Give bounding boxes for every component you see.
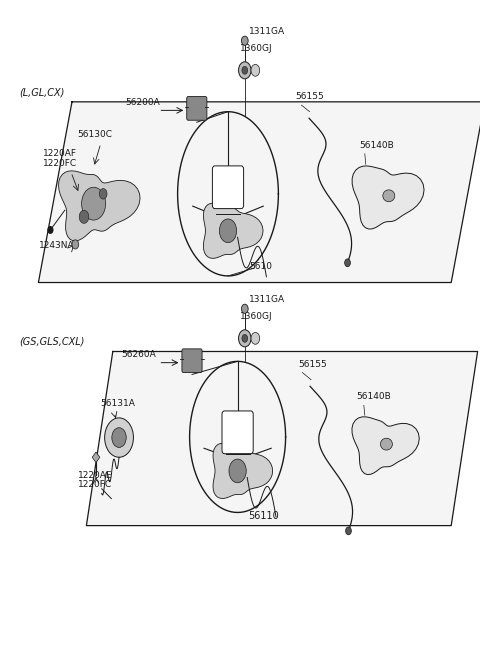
Circle shape [105,418,133,457]
Polygon shape [204,203,263,258]
FancyBboxPatch shape [187,97,207,120]
Circle shape [99,189,107,199]
FancyBboxPatch shape [222,411,253,454]
Text: 56110: 56110 [249,511,279,521]
Text: 56155: 56155 [299,359,327,369]
Circle shape [241,304,248,313]
Circle shape [229,459,246,483]
Circle shape [346,527,351,535]
Circle shape [239,330,251,347]
Polygon shape [38,102,480,283]
Circle shape [242,66,248,74]
Circle shape [219,219,237,242]
Circle shape [251,64,260,76]
Text: 56131A: 56131A [100,399,135,408]
FancyBboxPatch shape [182,349,202,373]
Text: 1360GJ: 1360GJ [240,311,273,321]
Text: 56130C: 56130C [78,129,113,139]
Text: 1311GA: 1311GA [249,295,285,304]
Text: 1311GA: 1311GA [249,27,285,36]
Circle shape [79,210,89,223]
Polygon shape [59,171,140,241]
Text: 1220AF: 1220AF [43,149,77,158]
Text: 1243NA: 1243NA [39,241,75,250]
Circle shape [72,240,79,249]
Text: 5610: 5610 [250,262,273,271]
Text: 1220FC: 1220FC [78,480,112,489]
Circle shape [82,187,106,220]
Polygon shape [352,166,424,229]
Polygon shape [213,443,273,499]
Text: 56200A: 56200A [126,98,160,107]
Text: 1220FC: 1220FC [43,158,77,168]
Polygon shape [86,351,478,526]
Text: 56260A: 56260A [121,350,156,359]
Text: 1220AE: 1220AE [78,471,112,480]
Text: 56140B: 56140B [359,141,394,150]
Circle shape [112,428,126,447]
Circle shape [239,62,251,79]
Circle shape [48,227,53,233]
Text: (L,GL,CX): (L,GL,CX) [19,87,65,97]
Polygon shape [352,417,420,474]
Circle shape [251,332,260,344]
Circle shape [242,334,248,342]
Ellipse shape [383,190,395,202]
Text: 56140B: 56140B [356,392,391,401]
Circle shape [345,259,350,267]
Text: 56155: 56155 [295,91,324,101]
Circle shape [241,36,248,45]
Text: 1360GJ: 1360GJ [240,43,273,53]
FancyBboxPatch shape [212,166,243,209]
Text: (GS,GLS,CXL): (GS,GLS,CXL) [19,337,84,347]
Ellipse shape [381,438,393,450]
